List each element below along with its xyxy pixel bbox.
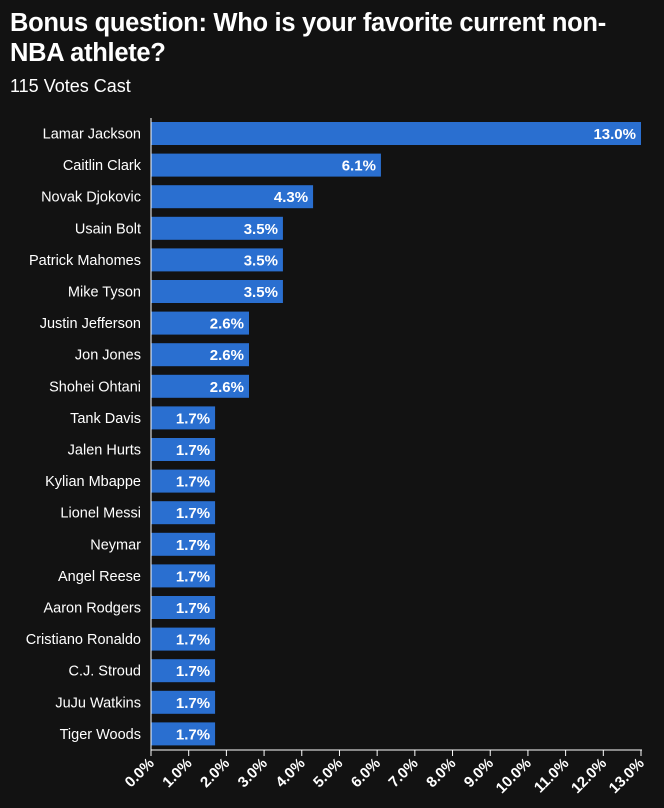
category-label-6: Justin Jefferson [40, 316, 141, 332]
value-label-5: 3.5% [244, 284, 278, 301]
category-label-17: C.J. Stroud [68, 664, 141, 680]
bar-17 [151, 659, 216, 683]
x-tick-label-11: 11.0% [531, 755, 573, 797]
category-label-8: Shohei Ohtani [49, 379, 141, 395]
bar-6 [151, 311, 249, 335]
value-label-18: 1.7% [176, 695, 210, 712]
value-label-1: 6.1% [342, 158, 376, 175]
bar-4 [151, 248, 283, 272]
chart-subtitle: 115 Votes Cast [10, 76, 131, 96]
value-label-13: 1.7% [176, 537, 210, 554]
x-tick-label-8: 8.0% [423, 755, 459, 791]
value-label-14: 1.7% [176, 568, 210, 585]
value-label-7: 2.6% [210, 347, 244, 364]
bar-8 [151, 374, 249, 398]
value-label-19: 1.7% [176, 726, 210, 743]
category-label-0: Lamar Jackson [43, 127, 141, 143]
x-tick-label-1: 1.0% [159, 755, 195, 791]
x-tick-label-3: 3.0% [235, 755, 271, 791]
value-label-3: 3.5% [244, 221, 278, 238]
category-label-5: Mike Tyson [68, 285, 141, 301]
category-label-7: Jon Jones [75, 348, 141, 364]
category-label-9: Tank Davis [70, 411, 141, 427]
bar-9 [151, 406, 216, 430]
category-label-10: Jalen Hurts [68, 443, 141, 459]
chart-title: Bonus question: Who is your favorite cur… [10, 9, 606, 67]
value-labels: 13.0%6.1%4.3%3.5%3.5%3.5%2.6%2.6%2.6%1.7… [176, 126, 636, 743]
category-labels: Lamar Jackson Caitlin Clark Novak Djokovic… [26, 127, 142, 743]
x-tick-label-13: 13.0% [606, 755, 648, 797]
category-label-3: Usain Bolt [75, 221, 141, 237]
category-label-14: Angel Reese [58, 569, 141, 585]
x-tick-label-5: 5.0% [310, 755, 346, 791]
category-label-2: Novak Djokovic [41, 190, 141, 206]
bar-2 [151, 185, 314, 209]
category-label-1: Caitlin Clark [63, 158, 142, 174]
bar-18 [151, 690, 216, 714]
value-label-8: 2.6% [210, 379, 244, 396]
category-label-18: JuJu Watkins [55, 695, 141, 711]
category-label-13: Neymar [90, 537, 141, 553]
bar-3 [151, 216, 283, 240]
value-label-9: 1.7% [176, 410, 210, 427]
x-tick-label-2: 2.0% [197, 755, 233, 791]
bar-7 [151, 343, 249, 367]
value-label-0: 13.0% [593, 126, 636, 143]
bar-15 [151, 596, 216, 619]
bar-14 [151, 564, 216, 588]
bar-11 [151, 469, 216, 493]
category-label-15: Aaron Rodgers [43, 601, 141, 617]
bar-16 [151, 627, 216, 651]
category-label-16: Cristiano Ronaldo [26, 632, 141, 648]
x-tick-label-0: 0.0% [122, 755, 158, 791]
value-label-10: 1.7% [176, 442, 210, 459]
value-label-4: 3.5% [244, 252, 278, 269]
bars-group [151, 122, 641, 746]
bar-10 [151, 438, 216, 461]
value-label-2: 4.3% [274, 189, 308, 206]
category-label-11: Kylian Mbappe [45, 474, 141, 490]
bar-19 [151, 722, 216, 746]
value-label-12: 1.7% [176, 505, 210, 522]
bar-0 [151, 122, 641, 145]
bar-1 [151, 153, 381, 177]
category-label-12: Lionel Messi [60, 506, 141, 522]
x-tick-label-10: 10.0% [493, 755, 535, 797]
value-label-17: 1.7% [176, 663, 210, 680]
value-label-16: 1.7% [176, 632, 210, 649]
x-tick-label-9: 9.0% [461, 755, 497, 791]
x-tick-label-4: 4.0% [272, 755, 308, 791]
value-label-15: 1.7% [176, 600, 210, 617]
category-label-4: Patrick Mahomes [29, 253, 141, 269]
bar-12 [151, 501, 216, 525]
category-label-19: Tiger Woods [60, 727, 141, 743]
x-tick-label-12: 12.0% [568, 755, 610, 797]
x-tick-label-7: 7.0% [385, 755, 421, 791]
x-tick-label-6: 6.0% [348, 755, 384, 791]
value-label-11: 1.7% [176, 474, 210, 491]
value-label-6: 2.6% [210, 316, 244, 333]
bar-5 [151, 280, 283, 303]
bar-13 [151, 532, 216, 556]
